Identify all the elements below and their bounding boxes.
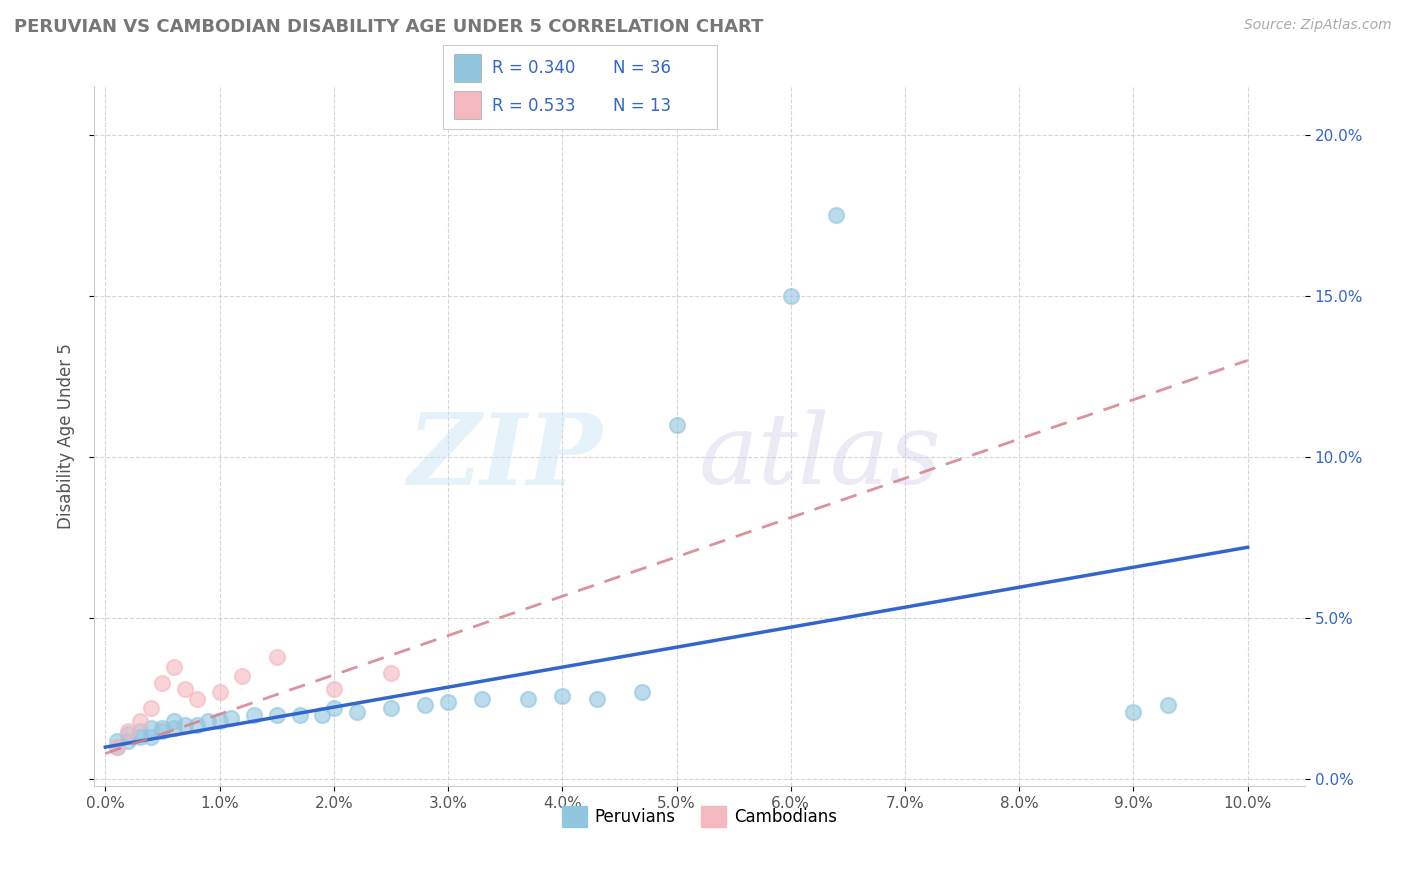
Point <box>152 675 174 690</box>
Text: ZIP: ZIP <box>408 409 603 505</box>
Point <box>163 721 186 735</box>
Point <box>1157 698 1180 713</box>
Point <box>380 665 402 680</box>
Point <box>139 731 162 745</box>
Point <box>163 714 186 729</box>
Point <box>197 714 219 729</box>
Point <box>779 289 801 303</box>
Point <box>152 723 174 738</box>
Point <box>266 649 288 664</box>
Point <box>825 208 848 222</box>
Text: N = 13: N = 13 <box>613 96 671 114</box>
Point <box>128 723 150 738</box>
Point <box>128 714 150 729</box>
Point <box>288 707 311 722</box>
Point <box>174 682 197 697</box>
FancyBboxPatch shape <box>454 54 481 82</box>
Point <box>208 685 231 699</box>
Text: R = 0.340: R = 0.340 <box>492 60 575 78</box>
Text: N = 36: N = 36 <box>613 60 671 78</box>
Point <box>128 731 150 745</box>
Point <box>311 707 333 722</box>
Point <box>266 707 288 722</box>
Point <box>105 733 128 747</box>
Point <box>1122 705 1144 719</box>
FancyBboxPatch shape <box>454 91 481 120</box>
Point <box>380 701 402 715</box>
Y-axis label: Disability Age Under 5: Disability Age Under 5 <box>58 343 75 529</box>
Point <box>231 669 253 683</box>
Point <box>117 727 139 741</box>
Point <box>551 689 574 703</box>
Point <box>186 691 208 706</box>
Point <box>413 698 436 713</box>
Point <box>105 740 128 755</box>
Text: Source: ZipAtlas.com: Source: ZipAtlas.com <box>1244 18 1392 32</box>
Point <box>631 685 654 699</box>
Point <box>243 707 266 722</box>
Point <box>163 659 186 673</box>
Point <box>117 723 139 738</box>
Point <box>665 417 688 432</box>
Point <box>186 717 208 731</box>
Point <box>152 721 174 735</box>
Text: atlas: atlas <box>699 409 942 505</box>
Point <box>139 701 162 715</box>
Point <box>585 691 607 706</box>
Point <box>517 691 540 706</box>
Point <box>139 721 162 735</box>
Point <box>174 717 197 731</box>
Text: PERUVIAN VS CAMBODIAN DISABILITY AGE UNDER 5 CORRELATION CHART: PERUVIAN VS CAMBODIAN DISABILITY AGE UND… <box>14 18 763 36</box>
Point <box>117 733 139 747</box>
Legend: Peruvians, Cambodians: Peruvians, Cambodians <box>555 800 844 833</box>
Point <box>322 701 344 715</box>
Point <box>346 705 368 719</box>
Text: R = 0.533: R = 0.533 <box>492 96 575 114</box>
Point <box>437 695 460 709</box>
Point <box>471 691 494 706</box>
Point <box>208 714 231 729</box>
Point <box>219 711 242 725</box>
Point <box>322 682 344 697</box>
Point <box>105 740 128 755</box>
